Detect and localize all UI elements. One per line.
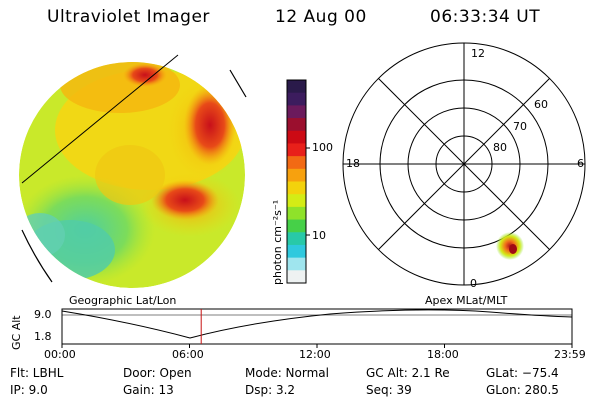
- colorbar-unit-label: photon cm⁻²s⁻¹: [271, 199, 284, 285]
- colorbar-frame: [286, 79, 307, 284]
- colorbar-segment: [287, 143, 306, 157]
- timeline-xtick-3: 18:00: [427, 348, 459, 361]
- info-glat: GLat: −75.4: [486, 366, 559, 380]
- colorbar: [286, 79, 310, 284]
- info-door: Door: Open: [123, 366, 192, 380]
- timeline-ytick-bottom: 1.8: [34, 330, 52, 343]
- info-gc-alt: GC Alt: 2.1 Re: [366, 366, 450, 380]
- timeline-xtick-4: 23:59: [554, 348, 586, 361]
- right-panel-label: Apex MLat/MLT: [425, 294, 508, 307]
- mlat-label-60: 60: [534, 98, 548, 111]
- colorbar-segment: [287, 257, 306, 271]
- mlt-label-12: 12: [471, 47, 485, 60]
- auroral-spot: [496, 232, 524, 260]
- mlt-label-18: 18: [346, 157, 360, 170]
- info-glon: GLon: 280.5: [486, 383, 559, 397]
- colorbar-segment: [287, 105, 306, 119]
- colorbar-segment: [287, 194, 306, 208]
- colorbar-segment: [287, 156, 306, 170]
- terminator-line: [21, 54, 179, 184]
- colorbar-tick-100: 100: [312, 141, 333, 154]
- colorbar-segment: [287, 219, 306, 233]
- timeline-ytick-top: 9.0: [34, 308, 52, 321]
- altitude-timeline: [61, 308, 573, 348]
- timeline-xtick-1: 06:00: [172, 348, 204, 361]
- mlat-label-80: 80: [493, 141, 507, 154]
- colorbar-segment: [287, 232, 306, 246]
- uvi-image-disk: [19, 62, 245, 288]
- mlt-label-6: 6: [577, 157, 584, 170]
- colorbar-segment: [287, 168, 306, 183]
- colorbar-segment: [287, 118, 306, 132]
- instrument-title: Ultraviolet Imager: [47, 7, 210, 27]
- colorbar-segment: [287, 270, 306, 284]
- timeline-xtick-0: 00:00: [44, 348, 76, 361]
- mlt-label-0: 0: [470, 277, 477, 290]
- left-panel-label: Geographic Lat/Lon: [69, 294, 177, 307]
- info-gain: Gain: 13: [123, 383, 174, 397]
- time-label: 06:33:34 UT: [430, 7, 541, 27]
- colorbar-segment: [287, 92, 306, 106]
- colorbar-segment: [287, 130, 306, 145]
- date-label: 12 Aug 00: [275, 7, 367, 27]
- limb-arc-top-right: [229, 69, 247, 98]
- info-filter: Flt: LBHL: [10, 366, 64, 380]
- colorbar-segment: [287, 181, 306, 195]
- info-ip: IP: 9.0: [10, 383, 48, 397]
- timeline-ylabel: GC Alt: [10, 315, 23, 350]
- colorbar-segment: [287, 80, 306, 94]
- timeline-xtick-2: 12:00: [299, 348, 331, 361]
- mlat-label-70: 70: [513, 120, 527, 133]
- polar-grid: [342, 42, 586, 286]
- colorbar-segment: [287, 244, 306, 259]
- info-mode: Mode: Normal: [245, 366, 329, 380]
- colorbar-segment: [287, 206, 306, 221]
- colorbar-tick-10: 10: [312, 229, 326, 242]
- info-dsp: Dsp: 3.2: [245, 383, 296, 397]
- info-seq: Seq: 39: [366, 383, 412, 397]
- limb-arc-bottom-left: [21, 229, 53, 283]
